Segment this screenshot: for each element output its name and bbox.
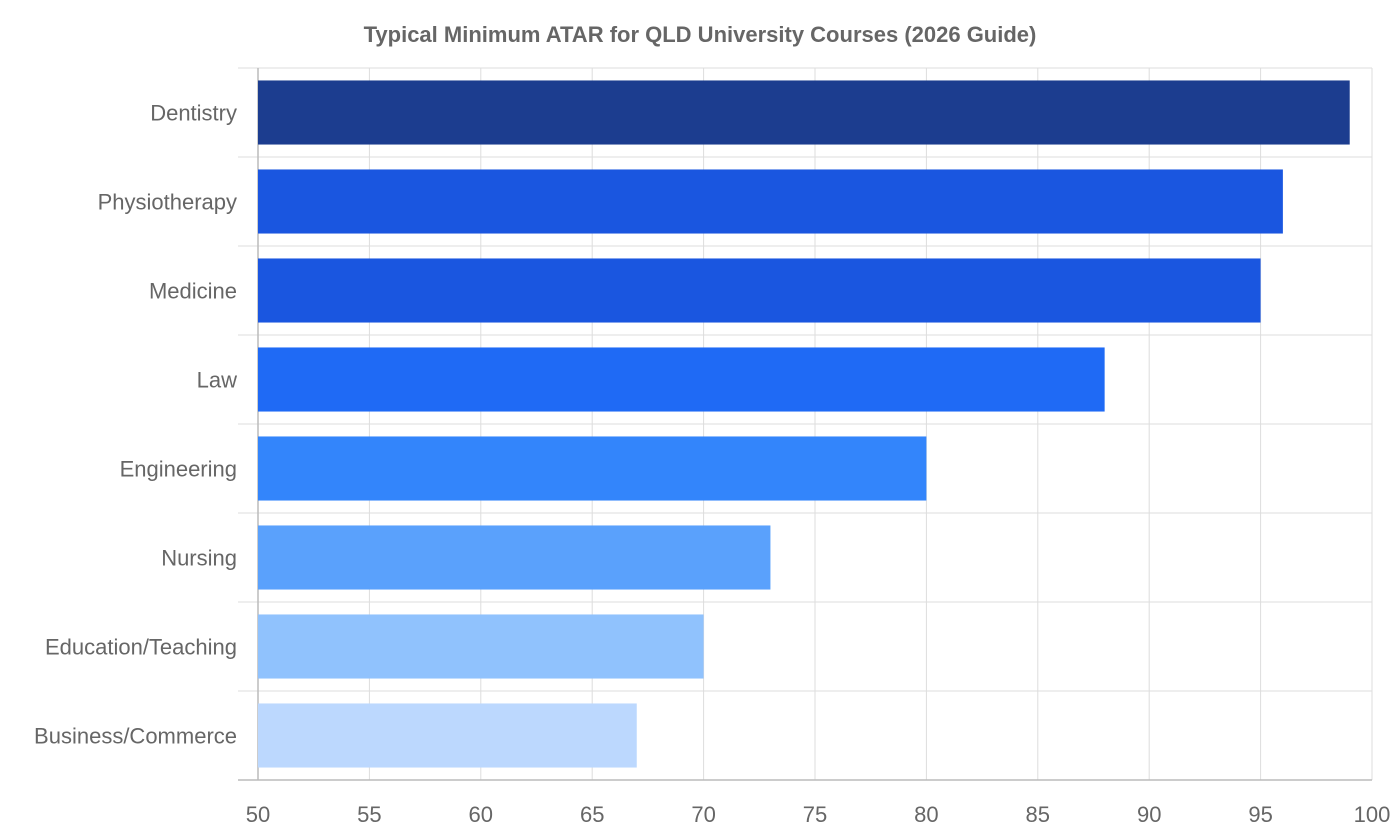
x-tick-label: 50 (246, 802, 270, 827)
bar-engineering (258, 436, 927, 501)
bar-law (258, 347, 1105, 412)
category-labels: Dentistry Physiotherapy Medicine Law Enginee… (34, 101, 237, 749)
x-tick-label: 95 (1248, 802, 1272, 827)
bar-nursing (258, 525, 771, 590)
x-tick-label: 55 (357, 802, 381, 827)
bars (258, 80, 1350, 768)
bar-education-teaching (258, 614, 704, 679)
category-label: Education/Teaching (45, 635, 237, 660)
category-label: Medicine (149, 279, 237, 304)
x-tick-label: 90 (1137, 802, 1161, 827)
x-tick-label: 60 (469, 802, 493, 827)
x-tick-label: 100 (1354, 802, 1391, 827)
category-label: Nursing (161, 546, 237, 571)
category-label: Dentistry (150, 101, 237, 126)
x-tick-label: 75 (803, 802, 827, 827)
x-tick-labels: 50 55 60 65 70 75 80 85 90 95 100 (246, 802, 1391, 827)
x-tick-label: 85 (1026, 802, 1050, 827)
bar-medicine (258, 258, 1261, 323)
x-tick-label: 65 (580, 802, 604, 827)
chart-title: Typical Minimum ATAR for QLD University … (364, 22, 1037, 47)
bar-business-commerce (258, 703, 637, 768)
x-tick-label: 70 (691, 802, 715, 827)
category-label: Physiotherapy (98, 190, 237, 215)
category-label: Engineering (120, 457, 237, 482)
x-tick-label: 80 (914, 802, 938, 827)
bar-dentistry (258, 80, 1350, 145)
category-label: Law (197, 368, 237, 393)
bar-physiotherapy (258, 169, 1283, 234)
category-label: Business/Commerce (34, 724, 237, 749)
